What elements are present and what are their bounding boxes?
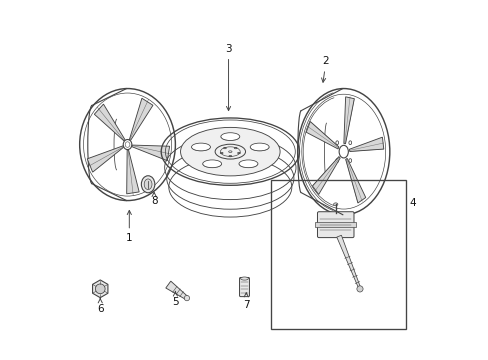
Circle shape <box>184 296 189 301</box>
Polygon shape <box>87 146 123 172</box>
Polygon shape <box>345 158 365 203</box>
Ellipse shape <box>333 203 337 206</box>
Polygon shape <box>92 280 108 298</box>
Ellipse shape <box>191 143 210 151</box>
Bar <box>315 222 355 228</box>
Ellipse shape <box>221 133 239 140</box>
Text: 2: 2 <box>321 56 328 82</box>
Bar <box>270 180 405 329</box>
Ellipse shape <box>348 141 351 145</box>
Polygon shape <box>132 145 169 161</box>
Ellipse shape <box>203 160 221 168</box>
Polygon shape <box>126 150 139 194</box>
Ellipse shape <box>144 179 152 190</box>
Text: 5: 5 <box>172 292 178 307</box>
Ellipse shape <box>335 141 338 145</box>
Polygon shape <box>312 157 340 194</box>
Polygon shape <box>94 104 125 141</box>
Text: 1: 1 <box>126 210 132 243</box>
Ellipse shape <box>180 127 280 176</box>
Polygon shape <box>305 122 338 149</box>
Ellipse shape <box>348 159 351 162</box>
Text: 6: 6 <box>97 298 103 314</box>
Polygon shape <box>165 281 187 300</box>
Polygon shape <box>129 98 153 140</box>
Ellipse shape <box>335 159 338 162</box>
Text: 8: 8 <box>150 192 157 206</box>
Ellipse shape <box>239 160 257 168</box>
Text: 4: 4 <box>408 198 415 208</box>
Ellipse shape <box>240 277 248 280</box>
Ellipse shape <box>215 144 245 159</box>
FancyBboxPatch shape <box>239 278 249 297</box>
Ellipse shape <box>250 143 268 151</box>
Polygon shape <box>349 137 383 152</box>
Polygon shape <box>336 235 360 289</box>
Circle shape <box>95 284 105 294</box>
Text: 7: 7 <box>243 293 249 310</box>
FancyBboxPatch shape <box>317 212 353 238</box>
Text: 3: 3 <box>225 44 231 111</box>
Ellipse shape <box>356 286 362 292</box>
Polygon shape <box>343 97 354 144</box>
Ellipse shape <box>141 176 155 193</box>
